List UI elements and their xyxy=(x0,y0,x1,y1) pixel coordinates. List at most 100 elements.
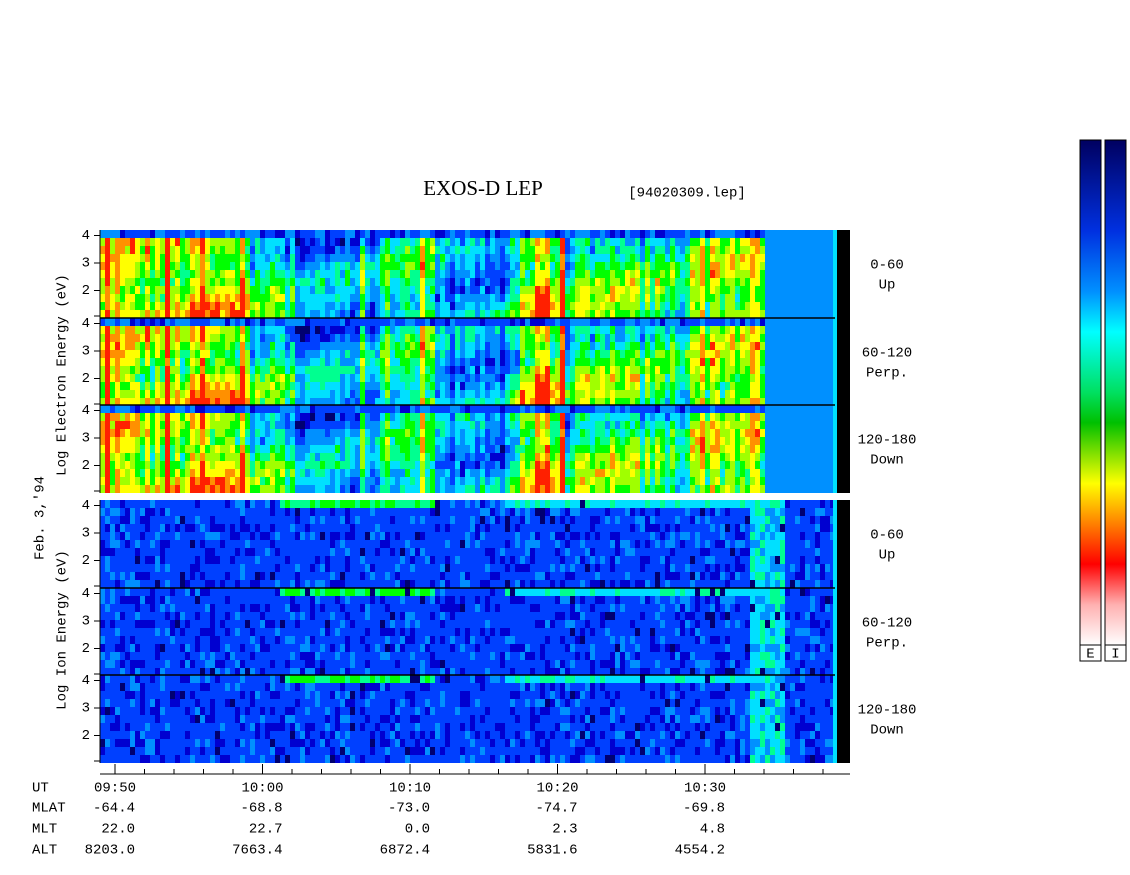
spectrogram-cell xyxy=(460,461,465,469)
spectrogram-cell xyxy=(440,366,445,374)
spectrogram-cell xyxy=(585,461,590,469)
spectrogram-cell xyxy=(155,524,160,532)
spectrogram-cell xyxy=(175,461,180,469)
spectrogram-cell xyxy=(520,477,525,485)
spectrogram-cell xyxy=(270,485,275,493)
spectrogram-cell xyxy=(235,421,240,429)
spectrogram-cell xyxy=(795,278,800,286)
spectrogram-cell xyxy=(185,429,190,437)
spectrogram-cell xyxy=(310,366,315,374)
spectrogram-cell xyxy=(345,318,350,326)
spectrogram-cell xyxy=(300,445,305,453)
spectrogram-cell xyxy=(685,366,690,374)
spectrogram-cell xyxy=(470,254,475,262)
spectrogram-cell xyxy=(775,246,780,254)
spectrogram-cell xyxy=(225,230,230,238)
spectrogram-cell xyxy=(325,437,330,445)
spectrogram-cell xyxy=(540,421,545,429)
spectrogram-cell xyxy=(755,398,760,406)
spectrogram-cell xyxy=(635,405,640,413)
spectrogram-cell xyxy=(200,429,205,437)
spectrogram-cell xyxy=(510,302,515,310)
spectrogram-cell xyxy=(655,485,660,493)
spectrogram-cell xyxy=(330,366,335,374)
spectrogram-cell xyxy=(420,254,425,262)
spectrogram-cell xyxy=(480,310,485,318)
spectrogram-cell xyxy=(275,302,280,310)
spectrogram-cell xyxy=(505,270,510,278)
spectrogram-cell xyxy=(505,326,510,334)
spectrogram-cell xyxy=(190,485,195,493)
spectrogram-cell xyxy=(715,238,720,246)
spectrogram-cell xyxy=(650,326,655,334)
spectrogram-cell xyxy=(765,421,770,429)
spectrogram-cell xyxy=(650,286,655,294)
spectrogram-cell xyxy=(800,350,805,358)
spectrogram-cell xyxy=(735,326,740,334)
spectrogram-cell xyxy=(520,318,525,326)
spectrogram-cell xyxy=(250,254,255,262)
spectrogram-cell xyxy=(705,445,710,453)
spectrogram-cell xyxy=(160,326,165,334)
spectrogram-cell xyxy=(575,374,580,382)
spectrogram-cell xyxy=(210,374,215,382)
spectrogram-cell xyxy=(455,294,460,302)
spectrogram-cell xyxy=(260,270,265,278)
spectrogram-cell xyxy=(560,278,565,286)
spectrogram-cell xyxy=(350,326,355,334)
spectrogram-cell xyxy=(130,485,135,493)
spectrogram-cell xyxy=(345,429,350,437)
spectrogram-cell xyxy=(825,230,830,238)
spectrogram-cell xyxy=(100,564,105,572)
spectrogram-cell xyxy=(830,230,835,238)
spectrogram-cell xyxy=(270,326,275,334)
spectrogram-cell xyxy=(820,350,825,358)
spectrogram-cell xyxy=(165,246,170,254)
spectrogram-cell xyxy=(550,350,555,358)
spectrogram-cell xyxy=(410,302,415,310)
spectrogram-cell xyxy=(455,461,460,469)
spectrogram-cell xyxy=(115,421,120,429)
spectrogram-cell xyxy=(175,429,180,437)
spectrogram-cell xyxy=(120,405,125,413)
spectrogram-cell xyxy=(415,310,420,318)
spectrogram-cell xyxy=(430,485,435,493)
spectrogram-cell xyxy=(125,350,130,358)
spectrogram-cell xyxy=(585,238,590,246)
spectrogram-cell xyxy=(725,374,730,382)
spectrogram-cell xyxy=(690,366,695,374)
spectrogram-cell xyxy=(260,405,265,413)
spectrogram-cell xyxy=(450,413,455,421)
spectrogram-cell xyxy=(715,262,720,270)
spectrogram-cell xyxy=(505,262,510,270)
spectrogram-cell xyxy=(105,477,110,485)
spectrogram-cell xyxy=(100,445,105,453)
spectrogram-cell xyxy=(390,334,395,342)
spectrogram-cell xyxy=(315,342,320,350)
spectrogram-cell xyxy=(750,469,755,477)
spectrogram-cell xyxy=(145,254,150,262)
spectrogram-cell xyxy=(545,405,550,413)
spectrogram-cell xyxy=(175,326,180,334)
spectrogram-cell xyxy=(400,246,405,254)
spectrogram-cell xyxy=(560,485,565,493)
spectrogram-cell xyxy=(440,302,445,310)
spectrogram-cell xyxy=(610,445,615,453)
spectrogram-cell xyxy=(655,238,660,246)
spectrogram-cell xyxy=(295,238,300,246)
spectrogram-cell xyxy=(795,405,800,413)
spectrogram-cell xyxy=(425,437,430,445)
spectrogram-cell xyxy=(740,477,745,485)
spectrogram-cell xyxy=(805,390,810,398)
spectrogram-cell xyxy=(590,477,595,485)
spectrogram-cell xyxy=(125,469,130,477)
spectrogram-cell xyxy=(495,461,500,469)
spectrogram-cell xyxy=(805,294,810,302)
spectrogram-cell xyxy=(130,246,135,254)
spectrogram-cell xyxy=(580,350,585,358)
spectrogram-cell xyxy=(290,286,295,294)
spectrogram-cell xyxy=(610,246,615,254)
spectrogram-cell xyxy=(430,342,435,350)
spectrogram-cell xyxy=(235,437,240,445)
spectrogram-cell xyxy=(445,334,450,342)
